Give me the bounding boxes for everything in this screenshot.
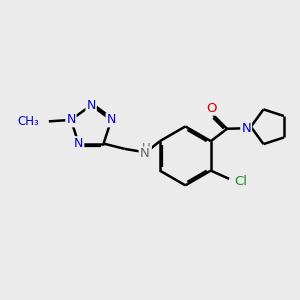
Text: N: N bbox=[140, 147, 149, 161]
Text: Cl: Cl bbox=[234, 175, 248, 188]
Text: H: H bbox=[142, 142, 151, 155]
Text: CH₃: CH₃ bbox=[18, 115, 39, 128]
Text: N: N bbox=[66, 113, 76, 126]
Text: N: N bbox=[86, 99, 96, 112]
Text: N: N bbox=[106, 113, 116, 126]
Text: N: N bbox=[74, 137, 83, 150]
Text: N: N bbox=[241, 122, 251, 135]
Text: O: O bbox=[206, 102, 217, 115]
